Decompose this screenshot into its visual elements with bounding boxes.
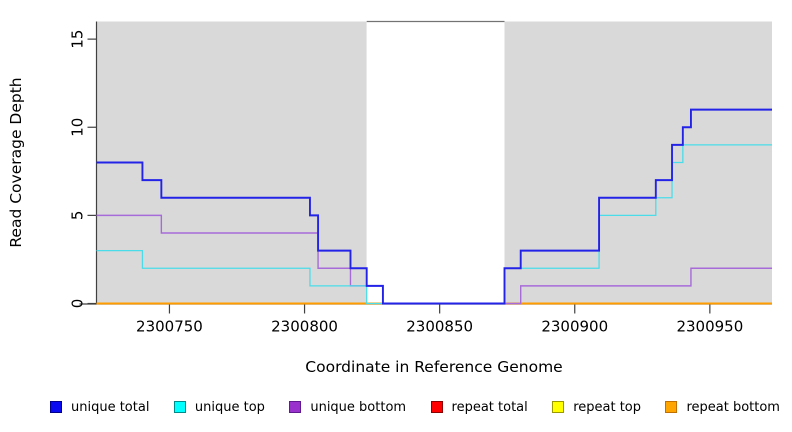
legend-swatch-icon — [665, 401, 678, 413]
series-line-unique-top — [96, 144, 772, 305]
x-tick-label: 2300750 — [136, 318, 203, 336]
x-tick-label: 2300900 — [541, 318, 608, 336]
legend-label: repeat bottom — [686, 399, 780, 415]
legend-swatch-icon — [289, 401, 302, 413]
x-tick-label: 2300800 — [271, 318, 338, 336]
legend-swatch-icon — [552, 401, 565, 413]
legend-item-unique-top: unique top — [173, 399, 265, 415]
y-tick-label: 0 — [69, 299, 87, 309]
legend-label: repeat total — [451, 399, 528, 415]
y-tick-label: 5 — [69, 211, 87, 221]
series-line-unique-total — [96, 108, 772, 305]
legend-label: repeat top — [573, 399, 641, 415]
coverage-plot: 2300750 2300800 2300850 2300900 2300950 0 5 10 1… — [7, 20, 772, 376]
legend-item-repeat-top: repeat top — [552, 400, 641, 415]
series-layer — [96, 108, 772, 305]
legend-item-unique-bottom: unique bottom — [289, 400, 406, 415]
x-tick-label: 2300950 — [676, 318, 743, 336]
legend-item-repeat-total: repeat total — [430, 399, 528, 415]
legend-swatch-icon — [430, 401, 443, 413]
legend-item-repeat-bottom: repeat bottom — [665, 400, 780, 415]
legend-label: unique bottom — [310, 399, 407, 415]
x-axis-label: Coordinate in Reference Genome — [305, 358, 562, 376]
background-region — [366, 21, 505, 304]
x-tick-label: 2300850 — [406, 318, 473, 336]
y-tick-label: 15 — [69, 30, 87, 49]
plot-background-layer — [96, 20, 772, 304]
legend: unique total unique top unique bottom repea… — [0, 394, 792, 420]
legend-swatch-icon — [173, 401, 186, 413]
legend-label: unique top — [194, 399, 265, 415]
legend-swatch-icon — [50, 401, 62, 413]
legend-item-unique-total: unique total — [50, 400, 149, 415]
legend-label: unique total — [71, 399, 150, 415]
y-tick-label: 10 — [69, 118, 87, 137]
y-axis-label: Read Coverage Depth — [7, 77, 25, 247]
background-region — [504, 21, 772, 304]
